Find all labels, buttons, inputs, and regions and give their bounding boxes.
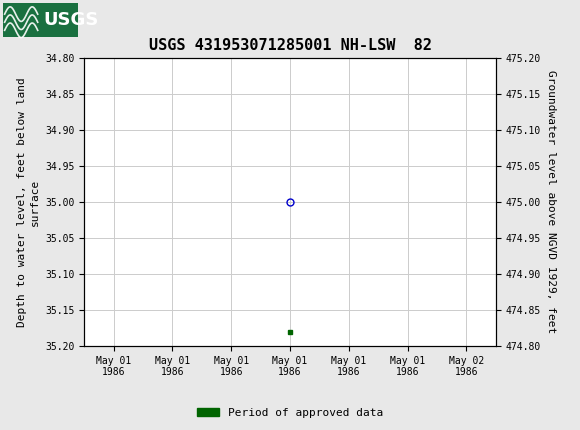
Bar (3, 3, 78, 37)
Legend: Period of approved data: Period of approved data (193, 403, 387, 422)
Y-axis label: Groundwater level above NGVD 1929, feet: Groundwater level above NGVD 1929, feet (546, 71, 556, 334)
Title: USGS 431953071285001 NH-LSW  82: USGS 431953071285001 NH-LSW 82 (148, 38, 432, 53)
Y-axis label: Depth to water level, feet below land
surface: Depth to water level, feet below land su… (17, 77, 39, 327)
Text: USGS: USGS (44, 11, 99, 29)
